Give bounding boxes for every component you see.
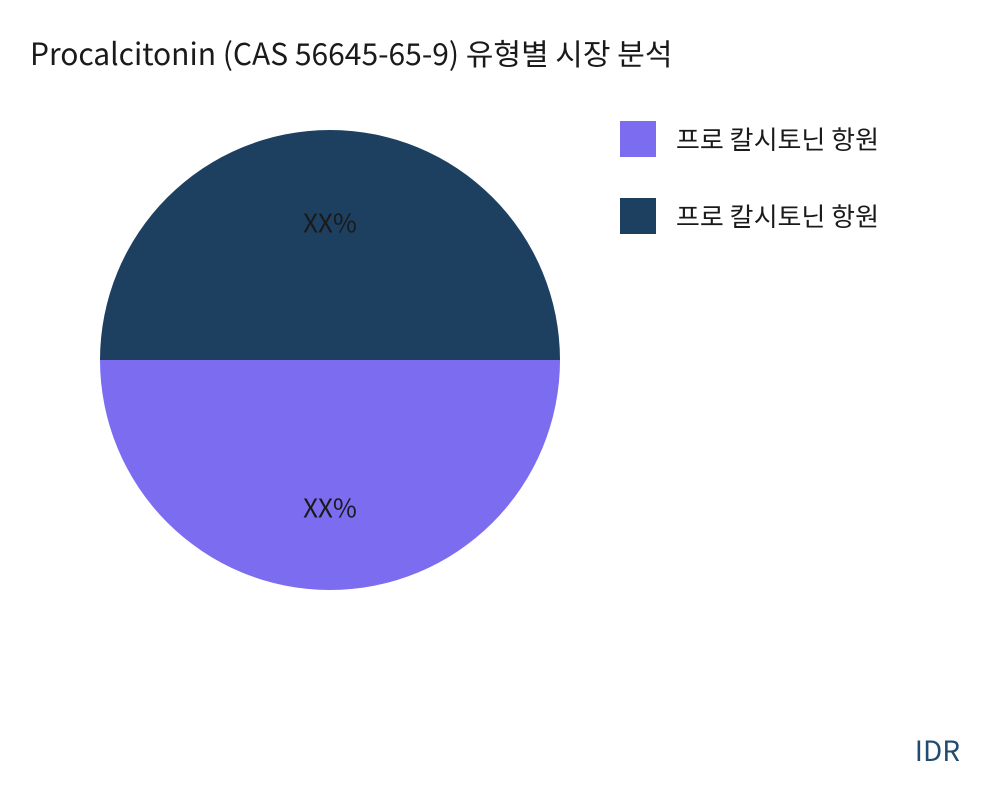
chart-title: Procalcitonin (CAS 56645-65-9) 유형별 시장 분석 xyxy=(30,30,672,74)
legend-swatch xyxy=(620,121,656,157)
footer-label: IDR xyxy=(915,730,960,770)
pie-chart: XX% XX% xyxy=(100,130,560,590)
legend-item: 프로 칼시토닌 항원 xyxy=(620,120,879,157)
slice-label-bottom: XX% xyxy=(303,489,357,526)
legend-label: 프로 칼시토닌 항원 xyxy=(676,197,879,234)
slice-label-top: XX% xyxy=(303,204,357,241)
legend: 프로 칼시토닌 항원 프로 칼시토닌 항원 xyxy=(620,120,879,274)
legend-item: 프로 칼시토닌 항원 xyxy=(620,197,879,234)
legend-swatch xyxy=(620,198,656,234)
legend-label: 프로 칼시토닌 항원 xyxy=(676,120,879,157)
